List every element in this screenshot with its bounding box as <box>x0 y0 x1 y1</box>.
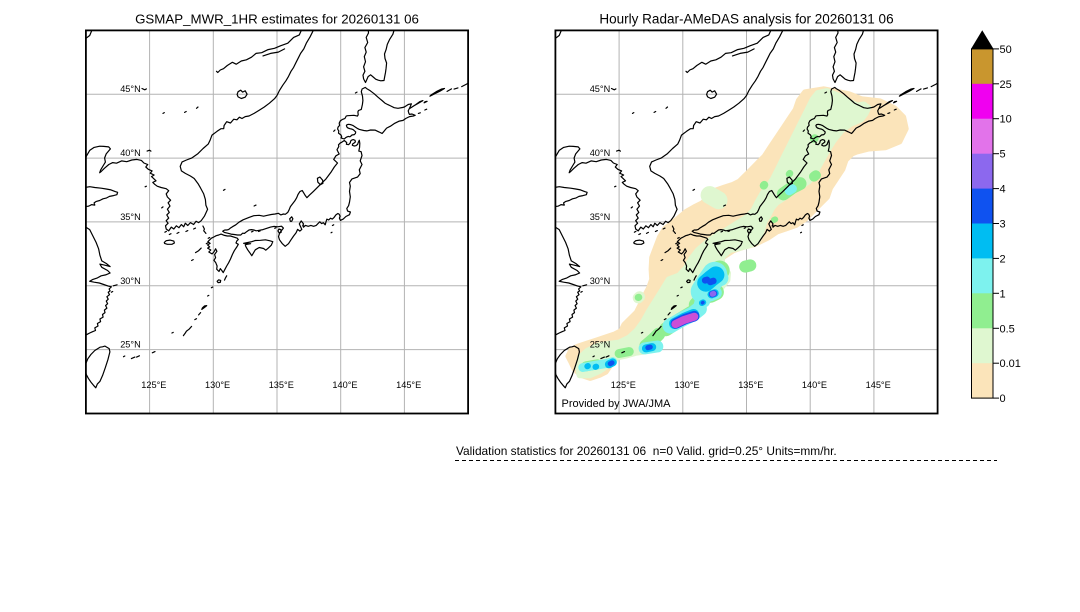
svg-text:40°N: 40°N <box>590 148 611 158</box>
svg-text:Provided by JWA/JMA: Provided by JWA/JMA <box>562 398 672 410</box>
svg-text:145°E: 145°E <box>396 380 421 390</box>
svg-text:5: 5 <box>1000 149 1006 161</box>
svg-text:30°N: 30°N <box>590 276 611 286</box>
svg-text:45°N: 45°N <box>590 84 611 94</box>
svg-text:0: 0 <box>1000 393 1006 405</box>
svg-text:125°E: 125°E <box>611 380 636 390</box>
svg-text:Hourly Radar-AMeDAS analysis f: Hourly Radar-AMeDAS analysis for 2026013… <box>599 12 893 27</box>
svg-text:130°E: 130°E <box>675 380 700 390</box>
svg-text:3: 3 <box>1000 219 1006 231</box>
svg-text:2: 2 <box>1000 253 1006 265</box>
svg-text:50: 50 <box>1000 44 1012 56</box>
svg-text:GSMAP_MWR_1HR estimates for 20: GSMAP_MWR_1HR estimates for 20260131 06 <box>135 12 419 27</box>
svg-text:145°E: 145°E <box>866 380 891 390</box>
svg-text:4: 4 <box>1000 184 1006 196</box>
svg-text:25: 25 <box>1000 79 1012 91</box>
svg-text:135°E: 135°E <box>738 380 763 390</box>
svg-text:25°N: 25°N <box>590 340 611 350</box>
svg-text:140°E: 140°E <box>802 380 827 390</box>
svg-text:25°N: 25°N <box>120 340 141 350</box>
svg-text:0.5: 0.5 <box>1000 323 1015 335</box>
svg-text:130°E: 130°E <box>205 380 230 390</box>
svg-text:0.01: 0.01 <box>1000 358 1021 370</box>
svg-text:10: 10 <box>1000 114 1012 126</box>
svg-text:35°N: 35°N <box>120 212 141 222</box>
svg-text:Validation statistics for 2026: Validation statistics for 20260131 06 n=… <box>456 444 837 458</box>
svg-text:125°E: 125°E <box>141 380 166 390</box>
svg-text:30°N: 30°N <box>120 276 141 286</box>
svg-text:40°N: 40°N <box>120 148 141 158</box>
svg-text:45°N: 45°N <box>120 84 141 94</box>
svg-text:35°N: 35°N <box>590 212 611 222</box>
svg-text:140°E: 140°E <box>332 380 357 390</box>
svg-text:135°E: 135°E <box>269 380 294 390</box>
svg-text:1: 1 <box>1000 288 1006 300</box>
